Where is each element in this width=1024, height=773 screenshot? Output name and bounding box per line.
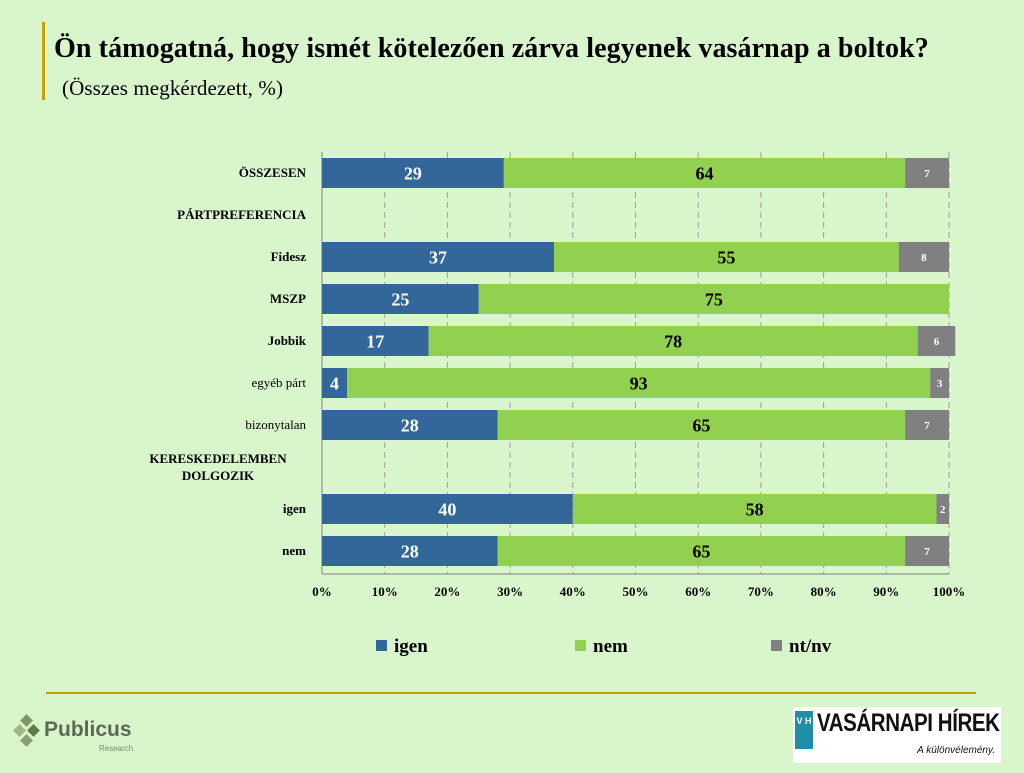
bar-segment: [917, 326, 956, 356]
bar-segment: [936, 494, 949, 524]
bar-segment: [553, 242, 899, 272]
legend-label: nem: [593, 636, 628, 657]
data-label: 3: [937, 378, 943, 390]
data-label: 78: [664, 331, 682, 351]
category-label: bizonytalan: [245, 417, 306, 432]
data-label: 40: [438, 499, 456, 519]
bar-segment: [322, 494, 573, 524]
data-label: 37: [429, 247, 447, 267]
data-label: 17: [366, 331, 384, 351]
data-label: 65: [692, 415, 710, 435]
data-label: 28: [401, 415, 419, 435]
legend-swatch: [575, 640, 586, 651]
publicus-sub: Research: [99, 744, 134, 753]
x-tick-label: 40%: [560, 584, 586, 599]
x-tick-label: 60%: [685, 584, 711, 599]
category-label: nem: [282, 543, 306, 558]
data-label: 6: [934, 336, 940, 348]
x-tick-label: 100%: [933, 584, 966, 599]
x-tick-label: 70%: [748, 584, 774, 599]
data-label: 65: [692, 541, 710, 561]
bar-segment: [905, 536, 949, 566]
bar-segment: [497, 410, 906, 440]
category-label: ÖSSZESEN: [239, 165, 307, 180]
bar-segment: [322, 284, 479, 314]
x-tick-label: 0%: [312, 584, 332, 599]
vh-name: VASÁRNAPI HÍREK: [817, 709, 1000, 737]
legend-swatch: [376, 640, 387, 651]
category-label: PÁRTPREFERENCIA: [177, 207, 306, 222]
data-label: 7: [924, 168, 930, 180]
x-tick-label: 30%: [497, 584, 523, 599]
bar-segment: [478, 284, 949, 314]
bar-segment: [322, 410, 498, 440]
data-label: 55: [717, 247, 735, 267]
x-tick-label: 20%: [434, 584, 460, 599]
vh-tagline: A különvélemény.: [917, 745, 995, 756]
x-tick-label: 10%: [372, 584, 398, 599]
category-label: DOLGOZIK: [182, 468, 255, 483]
category-label: MSZP: [270, 291, 306, 306]
chart-title-text: Ön támogatná, hogy ismét kötelezően zárv…: [54, 33, 929, 64]
data-label: 28: [401, 541, 419, 561]
bar-segment: [503, 158, 906, 188]
data-label: 75: [705, 289, 723, 309]
data-label: 25: [391, 289, 409, 309]
title-accent-rule: [42, 22, 45, 100]
chart-subtitle: (Összes megkérdezett, %): [62, 76, 284, 100]
legend-swatch: [771, 640, 782, 651]
bar-segment: [905, 158, 949, 188]
category-label: Jobbik: [268, 333, 307, 348]
category-label: KERESKEDELEMBEN: [149, 451, 287, 466]
x-tick-label: 80%: [811, 584, 837, 599]
data-label: 93: [630, 373, 648, 393]
vh-mark-icon: V H: [795, 711, 813, 749]
bar-segment: [322, 326, 429, 356]
publicus-name: Publicus: [44, 718, 132, 741]
bar-segment: [930, 368, 949, 398]
bar-segment: [322, 242, 554, 272]
category-label: igen: [283, 501, 307, 516]
x-tick-label: 90%: [873, 584, 899, 599]
legend-label: nt/nv: [789, 636, 832, 657]
category-label: egyéb párt: [251, 375, 306, 390]
bar-segment: [428, 326, 918, 356]
data-label: 58: [746, 499, 764, 519]
vasarnapi-hirek-logo: V H VASÁRNAPI HÍREK A különvélemény.: [793, 707, 1001, 763]
bar-segment: [572, 494, 937, 524]
data-label: 7: [924, 420, 930, 432]
data-label: 29: [404, 163, 422, 183]
bar-segment: [497, 536, 906, 566]
data-label: 2: [940, 504, 946, 516]
category-label: Fidesz: [271, 249, 307, 264]
bar-segment: [322, 158, 504, 188]
bar-segment: [322, 368, 348, 398]
data-label: 4: [330, 373, 339, 393]
legend-label: igen: [394, 636, 428, 657]
publicus-diamond-icon: [13, 714, 40, 747]
bar-segment: [898, 242, 949, 272]
bar-segment: [905, 410, 949, 440]
data-label: 7: [924, 546, 930, 558]
publicus-logo: Publicus Research: [12, 712, 152, 760]
bar-segment: [347, 368, 931, 398]
x-tick-label: 50%: [623, 584, 649, 599]
data-label: 8: [921, 252, 927, 264]
data-label: 64: [695, 163, 713, 183]
bar-segment: [322, 536, 498, 566]
chart-title: Ön támogatná, hogy ismét kötelezően zárv…: [54, 30, 974, 107]
footer-rule: [46, 692, 976, 694]
